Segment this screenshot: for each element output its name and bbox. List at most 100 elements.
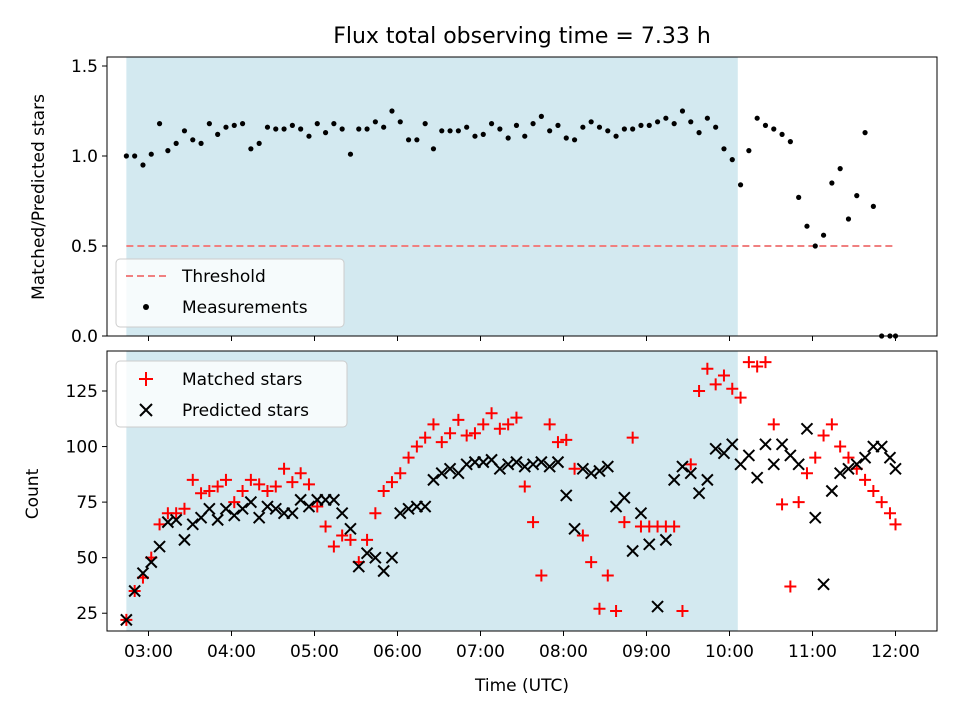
matched-star-point — [286, 476, 299, 489]
measurement-point — [796, 194, 802, 200]
predicted-star-point — [601, 460, 614, 473]
predicted-star-point — [842, 462, 855, 475]
matched-star-point — [751, 360, 764, 373]
measurement-point — [223, 124, 229, 130]
matched-star-point — [502, 418, 515, 431]
predicted-star-point — [800, 422, 814, 435]
matched-star-point — [294, 467, 307, 480]
measurement-point — [231, 122, 237, 128]
predicted-star-point — [145, 555, 158, 569]
matched-star-point — [468, 427, 481, 440]
x-axis-label: Time (UTC) — [474, 676, 569, 696]
matched-star-point — [817, 429, 830, 442]
measurement-point — [605, 128, 611, 134]
measurement-point — [696, 130, 702, 136]
measurement-point — [538, 113, 544, 119]
matched-star-point — [186, 473, 199, 486]
measurement-point — [464, 124, 470, 130]
matched-star-point — [767, 418, 780, 431]
matched-stars-legend-marker — [139, 372, 153, 386]
predicted-star-point — [128, 584, 141, 598]
x-tick-label: 03:00 — [124, 642, 173, 662]
matched-star-point — [452, 413, 465, 426]
predicted-star-point — [169, 513, 183, 527]
matched-star-point — [867, 485, 880, 497]
matched-star-point — [327, 540, 340, 553]
measurement-point — [779, 131, 785, 137]
measurement-point — [721, 146, 727, 152]
bottom-y-tick-label: 75 — [76, 493, 98, 513]
measurement-point — [298, 126, 304, 132]
measurement-point — [198, 140, 204, 146]
measurement-point — [397, 119, 403, 125]
predicted-star-point — [211, 513, 224, 527]
measurement-point — [430, 146, 437, 152]
predicted-star-point — [377, 564, 390, 578]
top-legend: Threshold Measurements — [115, 258, 345, 328]
matched-star-point — [460, 429, 473, 442]
bottom-y-axis-label: Count — [23, 468, 43, 519]
matched-star-point — [311, 500, 324, 513]
predicted-star-point — [701, 473, 714, 487]
matched-star-point — [842, 451, 855, 464]
matched-star-point — [825, 418, 838, 431]
matched-star-point — [377, 485, 390, 497]
measurement-point — [870, 203, 876, 209]
bottom-legend: Matched stars Predicted stars — [115, 360, 348, 428]
measurement-point — [273, 126, 279, 132]
predicted-star-point — [427, 473, 440, 487]
matched-star-point — [278, 462, 291, 475]
matched-star-point — [610, 605, 623, 617]
matched-star-point — [228, 496, 241, 509]
predicted-star-point — [435, 467, 448, 480]
top-y-tick-label: 1.5 — [71, 57, 98, 77]
matched-star-point — [236, 485, 249, 497]
measurement-point — [314, 121, 320, 127]
measurement-point — [281, 126, 287, 132]
matched-star-point — [302, 478, 315, 491]
predicted-star-point — [327, 493, 341, 507]
predicted-star-point — [883, 451, 897, 464]
measurement-point — [505, 135, 511, 141]
predicted-star-point — [219, 502, 233, 515]
measurement-point — [148, 151, 154, 157]
measurement-point — [422, 121, 428, 127]
matched-star-point — [203, 485, 216, 497]
predicted-star-point — [651, 600, 664, 613]
measurement-point — [663, 115, 669, 121]
matched-star-point — [759, 356, 772, 369]
matched-star-point — [585, 556, 598, 569]
predicted-star-point — [643, 538, 656, 551]
predicted-star-point — [543, 460, 556, 473]
measurement-point — [347, 151, 354, 157]
x-tick-label: 06:00 — [373, 642, 422, 662]
measurement-point — [132, 153, 138, 159]
predicted-star-point — [759, 438, 772, 451]
top-y-tick-label: 0.0 — [71, 327, 98, 347]
matched-star-point — [170, 507, 183, 520]
matched-star-point — [726, 382, 739, 395]
matched-star-point — [477, 418, 490, 431]
predicted-star-point — [551, 455, 565, 469]
measurement-point — [513, 122, 520, 128]
predicted-star-point — [750, 471, 764, 484]
measurement-point — [845, 216, 852, 222]
chart-title: Flux total observing time = 7.33 h — [333, 24, 711, 49]
predicted-star-point — [742, 449, 756, 462]
predicted-star-point — [833, 467, 847, 480]
x-tick-label: 11:00 — [788, 642, 837, 662]
bottom-plot-area: 25 50 75 100 125 03:00 04:00 05:00 06:00 07:00 08:… — [66, 356, 920, 662]
measurement-point — [488, 121, 495, 127]
measurement-point — [123, 153, 129, 159]
measurements-legend-marker — [143, 304, 149, 310]
measurement-point — [173, 140, 179, 146]
matched-star-point — [626, 431, 639, 444]
measurement-point — [364, 126, 370, 132]
top-legend-box — [115, 258, 345, 328]
predicted-star-point — [186, 518, 199, 531]
measurement-point — [688, 119, 694, 125]
predicted-star-point — [684, 467, 697, 480]
matched-star-point — [269, 480, 282, 493]
predicted-star-point — [568, 522, 581, 535]
